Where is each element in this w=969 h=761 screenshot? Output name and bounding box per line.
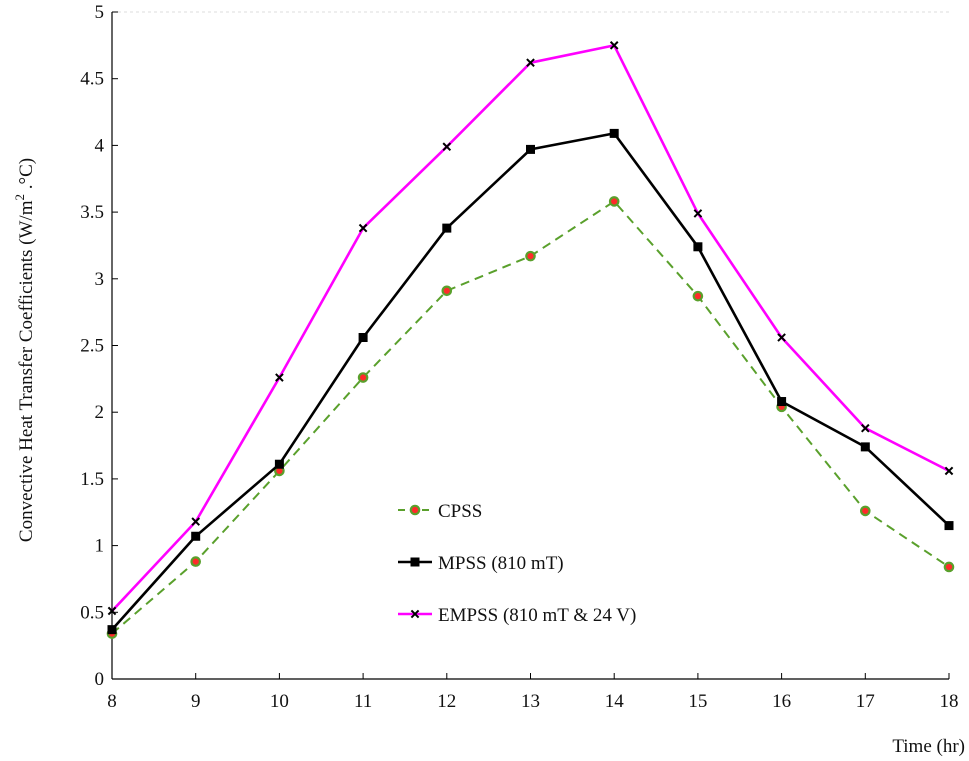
x-tick-label: 8	[107, 691, 117, 712]
data-point	[358, 332, 368, 342]
data-point	[191, 517, 201, 526]
data-point	[107, 625, 117, 635]
legend-marker	[409, 504, 421, 516]
data-point	[526, 58, 535, 67]
data-point	[860, 442, 870, 452]
legend: CPSS MPSS (810 mT) EMPSS (810 mT & 24 V)	[398, 501, 636, 626]
y-tick-label: 3	[95, 269, 105, 290]
series-1	[106, 196, 955, 639]
y-tick-label: 0	[95, 669, 105, 690]
x-tick-label: 12	[437, 691, 456, 712]
x-tick-label: 17	[856, 691, 875, 712]
y-axis-title-unit: .°C)	[16, 158, 37, 194]
data-point	[859, 505, 871, 517]
y-tick-label: 2	[95, 402, 105, 423]
legend-entry-3: EMPSS (810 mT & 24 V)	[398, 605, 636, 626]
y-axis-title-superscript: 2	[12, 194, 27, 201]
data-point	[526, 144, 535, 154]
y-tick-label: 4	[95, 135, 105, 156]
y-tick-label: 5	[95, 2, 105, 23]
y-tick-label: 3.5	[80, 202, 104, 223]
data-point	[693, 242, 703, 252]
series-2	[107, 128, 954, 635]
series-line	[111, 44, 950, 612]
data-point	[441, 285, 453, 297]
axes	[111, 12, 949, 680]
data-point	[692, 290, 704, 302]
x-tick-label: 18	[940, 691, 959, 712]
legend-label: MPSS (810 mT)	[438, 553, 564, 574]
data-point	[944, 521, 954, 531]
y-tick-label: 0.5	[80, 602, 104, 623]
data-point	[944, 466, 954, 476]
x-tick-label: 9	[191, 691, 201, 712]
data-point	[275, 373, 284, 382]
legend-entry-2: MPSS (810 mT)	[398, 553, 564, 574]
series-3	[107, 41, 954, 616]
x-tick-label: 16	[772, 691, 791, 712]
y-axis-title-main: Convective Heat Transfer Coefficients (W…	[16, 200, 37, 542]
data-point	[525, 250, 536, 262]
data-point	[442, 223, 452, 233]
data-point	[693, 209, 703, 218]
data-point	[609, 41, 619, 50]
x-tick-label: 14	[605, 691, 625, 712]
legend-entry-1: CPSS	[398, 501, 482, 522]
x-axis-title: Time (hr)	[892, 736, 965, 757]
data-point	[357, 372, 369, 383]
data-point	[358, 223, 368, 233]
data-point	[943, 561, 955, 573]
legend-marker	[410, 557, 420, 567]
y-axis-title: Convective Heat Transfer Coefficients (W…	[12, 158, 37, 542]
legend-label: CPSS	[438, 501, 482, 522]
x-tick-label: 10	[270, 691, 289, 712]
data-point	[274, 459, 284, 469]
data-point	[777, 397, 787, 407]
tick-labels: 0 0.5 1 1.5 2 2.5 3 3.5 4 4.5 5 8 9 10 11 12 13 14 15 16 17 1…	[80, 2, 958, 712]
legend-marker	[410, 609, 420, 619]
y-tick-label: 1.5	[80, 469, 104, 490]
y-tick-label: 1	[95, 536, 105, 557]
x-tick-label: 13	[521, 691, 540, 712]
data-point	[442, 142, 452, 152]
series	[106, 41, 955, 639]
data-point	[190, 556, 201, 567]
data-point	[609, 128, 619, 138]
data-point	[860, 423, 870, 433]
data-point	[777, 333, 786, 342]
x-tick-label: 15	[688, 691, 707, 712]
x-tick-label: 11	[354, 691, 372, 712]
data-point	[191, 531, 201, 541]
y-tick-label: 2.5	[80, 336, 104, 357]
data-point	[107, 606, 117, 616]
legend-label: EMPSS (810 mT & 24 V)	[438, 605, 636, 626]
y-tick-label: 4.5	[80, 69, 104, 90]
data-point	[608, 196, 620, 207]
